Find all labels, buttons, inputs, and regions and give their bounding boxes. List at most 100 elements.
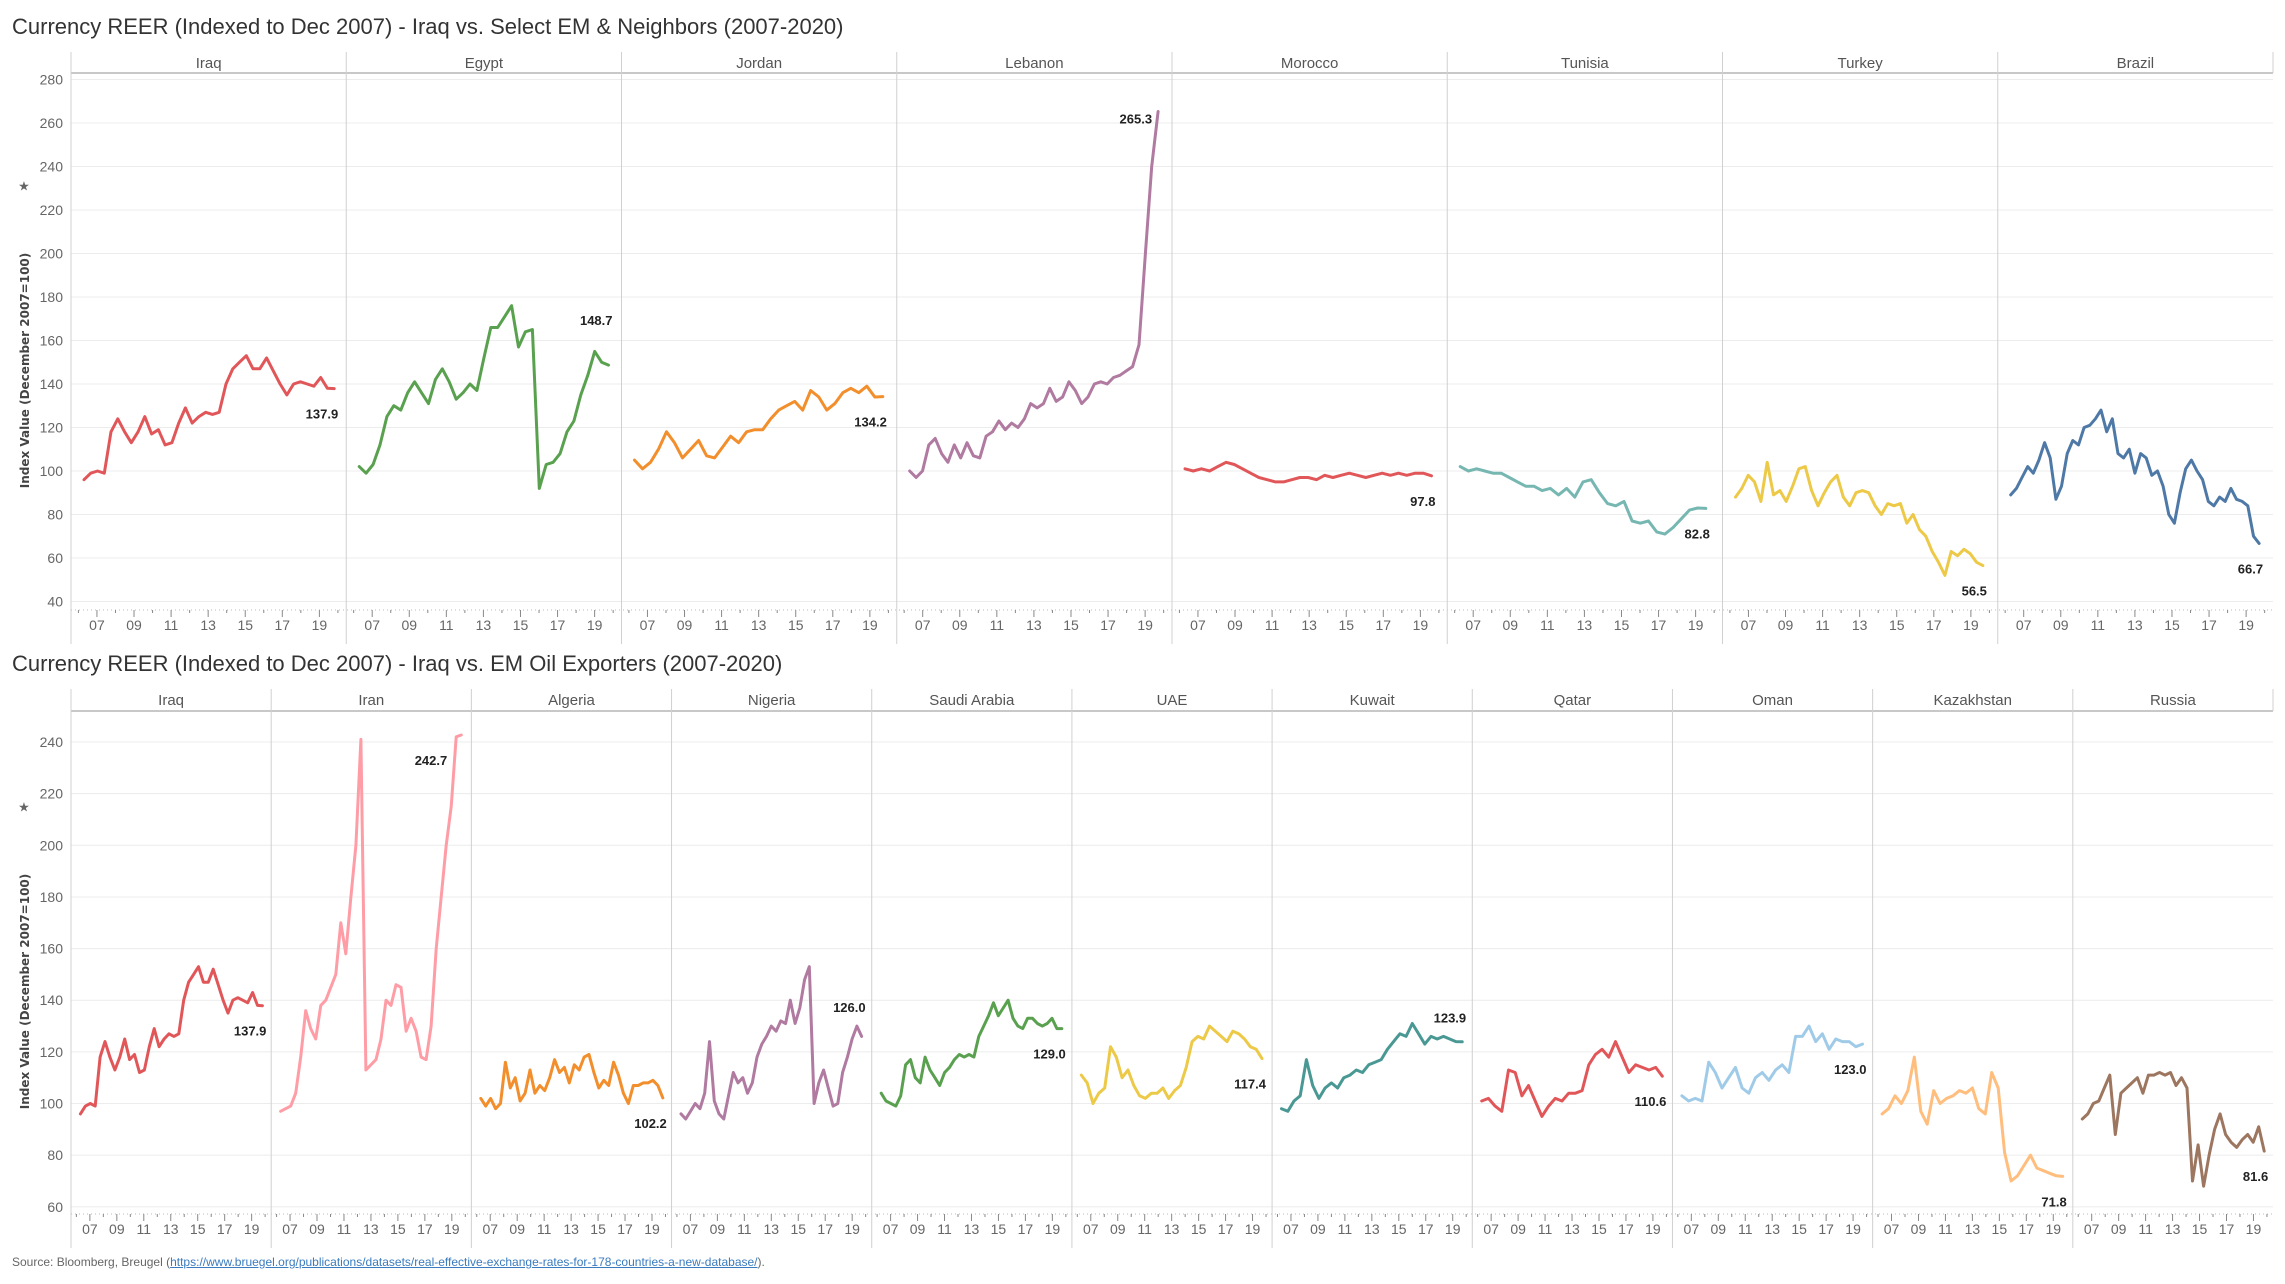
series-line-saudi-arabia [879,998,1064,1108]
y-tick-label: 80 [47,506,63,522]
x-tick-label: 09 [126,617,142,633]
x-tick-label: 11 [1938,1221,1953,1237]
panel-kazakhstan: Kazakhstan 07 09 11 13 15 17 19 71.8 [1872,689,2068,1248]
y-tick-label: 100 [40,1096,64,1112]
y-tick-label: 240 [40,734,64,750]
x-tick-label: 13 [1577,617,1593,633]
y-tick-label: 40 [47,593,63,609]
x-tick-label: 13 [476,617,492,633]
x-tick-label: 15 [1338,617,1354,633]
x-tick-label: 11 [1538,1221,1553,1237]
series-line-kuwait [1280,1022,1464,1113]
end-value-label: 66.7 [2238,561,2263,576]
x-tick-label: 19 [1963,617,1979,633]
panel-header: Saudi Arabia [929,692,1015,709]
x-tick-label: 17 [1418,1221,1434,1237]
x-tick-label: 17 [1618,1221,1634,1237]
x-tick-label: 09 [309,1221,325,1237]
x-tick-label: 17 [2201,617,2217,633]
x-tick-label: 15 [788,617,804,633]
end-value-label: 56.5 [1962,584,1987,599]
x-tick-label: 07 [683,1221,699,1237]
x-tick-label: 07 [915,617,931,633]
panel-saudi-arabia: Saudi Arabia 07 09 11 13 15 17 19 129.0 [871,689,1067,1248]
x-tick-label: 09 [2053,617,2069,633]
x-tick-label: 17 [617,1221,633,1237]
x-tick-label: 11 [990,617,1005,633]
x-tick-label: 17 [2219,1221,2235,1237]
panel-iraq: Iraq 07 09 11 13 15 17 19 137.9 [70,52,339,644]
x-tick-label: 11 [1338,1221,1353,1237]
y-tick-label: 160 [40,941,64,957]
end-value-label: 97.8 [1410,494,1435,509]
end-value-label: 265.3 [1120,111,1153,126]
x-tick-label: 11 [937,1221,952,1237]
x-tick-label: 19 [1845,1221,1861,1237]
x-tick-label: 09 [910,1221,926,1237]
end-value-label: 137.9 [234,1024,267,1039]
end-value-label: 148.7 [580,313,613,328]
y-tick-label: 160 [40,333,64,349]
series-line-jordan [633,384,885,471]
x-tick-label: 07 [2084,1221,2100,1237]
x-tick-label: 07 [1741,617,1757,633]
x-tick-label: 15 [237,617,253,633]
panel-header: Oman [1752,692,1793,709]
x-tick-label: 13 [363,1221,379,1237]
x-tick-label: 19 [2045,1221,2061,1237]
x-tick-label: 09 [1502,617,1518,633]
x-tick-label: 09 [1911,1221,1927,1237]
x-tick-label: 15 [513,617,529,633]
chart-0: 40 60 80 100 120 140 160 180 200 220 240 260 280 Inde… [18,52,2274,644]
x-tick-label: 17 [825,617,841,633]
x-tick-label: 07 [1684,1221,1700,1237]
x-tick-label: 19 [444,1221,460,1237]
y-tick-label: 120 [40,419,64,435]
panel-header: Russia [2150,692,2197,709]
source-prefix: Source: Bloomberg, Breugel ( [12,1255,171,1269]
panel-header: Lebanon [1005,55,1063,72]
x-tick-label: 09 [509,1221,525,1237]
y-tick-label: 240 [40,159,64,175]
x-tick-label: 19 [587,617,603,633]
chart-title-oil-exporters: Currency REER (Indexed to Dec 2007) - Ir… [12,651,783,676]
x-tick-label: 07 [89,617,105,633]
x-tick-label: 13 [1026,617,1042,633]
x-tick-label: 13 [1764,1221,1780,1237]
series-line-iran [279,733,463,1113]
x-tick-label: 07 [1483,1221,1499,1237]
series-line-iraq [78,965,264,1116]
end-value-label: 102.2 [634,1116,667,1131]
end-value-label: 71.8 [2041,1194,2066,1209]
x-tick-label: 07 [482,1221,498,1237]
panel-header: Morocco [1281,55,1339,72]
panel-header: Kuwait [1350,692,1396,709]
series-line-algeria [479,1053,665,1111]
x-tick-label: 17 [1218,1221,1234,1237]
y-tick-label: 180 [40,289,64,305]
x-tick-label: 11 [1137,1221,1152,1237]
series-line-kazakhstan [1880,1055,2065,1183]
series-line-turkey [1734,460,1985,577]
x-tick-label: 19 [1245,1221,1261,1237]
x-tick-label: 09 [2111,1221,2127,1237]
panel-jordan: Jordan 07 09 11 13 15 17 19 134.2 [621,52,889,644]
y-axis-title: Index Value (December 2007=100) [18,874,32,1110]
y-tick-label: 280 [40,72,64,88]
x-tick-label: 17 [1018,1221,1034,1237]
x-tick-label: 09 [1310,1221,1326,1237]
x-tick-label: 09 [677,617,693,633]
x-tick-label: 19 [2246,1221,2262,1237]
x-tick-label: 15 [590,1221,606,1237]
x-tick-label: 07 [2016,617,2032,633]
source-link[interactable]: https://www.bruegel.org/publications/dat… [170,1255,758,1269]
y-tick-label: 100 [40,463,64,479]
x-tick-label: 11 [1815,617,1830,633]
panel-russia: Russia 07 09 11 13 15 17 19 81.6 [2072,689,2274,1248]
x-tick-label: 19 [1045,1221,1061,1237]
panel-egypt: Egypt 07 09 11 13 15 17 19 148.7 [345,52,614,644]
x-tick-label: 15 [1992,1221,2008,1237]
x-tick-label: 13 [2127,617,2143,633]
x-tick-label: 09 [1710,1221,1726,1237]
panel-brazil: Brazil 07 09 11 13 15 17 19 66.7 [1997,52,2274,644]
